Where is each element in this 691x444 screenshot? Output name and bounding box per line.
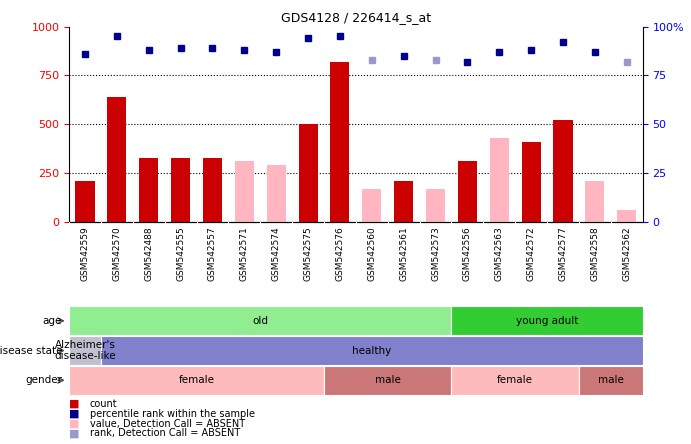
Text: old: old (252, 316, 268, 326)
Text: GSM542559: GSM542559 (81, 226, 90, 281)
Bar (579, 366, 643, 395)
Text: GSM542572: GSM542572 (527, 226, 536, 281)
Text: female: female (178, 375, 214, 385)
Text: GSM542556: GSM542556 (463, 226, 472, 281)
Text: GSM542558: GSM542558 (590, 226, 599, 281)
Bar (617, 210, 636, 222)
Bar (451, 306, 643, 335)
Bar (522, 142, 540, 222)
Text: GSM542571: GSM542571 (240, 226, 249, 281)
Bar (171, 158, 190, 222)
Bar (362, 189, 381, 222)
Text: disease state: disease state (0, 345, 62, 356)
Bar (203, 158, 222, 222)
Text: GSM542555: GSM542555 (176, 226, 185, 281)
Text: GSM542561: GSM542561 (399, 226, 408, 281)
Text: percentile rank within the sample: percentile rank within the sample (90, 409, 255, 419)
Text: female: female (498, 375, 533, 385)
Text: GSM542562: GSM542562 (622, 226, 631, 281)
Text: GSM542563: GSM542563 (495, 226, 504, 281)
Text: ■: ■ (69, 428, 79, 438)
Text: GSM542577: GSM542577 (558, 226, 567, 281)
Bar (69, 336, 101, 365)
Text: ■: ■ (69, 419, 79, 428)
Text: gender: gender (25, 375, 62, 385)
Text: value, Detection Call = ABSENT: value, Detection Call = ABSENT (90, 419, 245, 428)
Text: rank, Detection Call = ABSENT: rank, Detection Call = ABSENT (90, 428, 240, 438)
Text: GSM542576: GSM542576 (335, 226, 344, 281)
Text: age: age (43, 316, 62, 326)
Bar (394, 181, 413, 222)
Bar (490, 138, 509, 222)
Bar (553, 120, 573, 222)
Text: GSM542573: GSM542573 (431, 226, 440, 281)
Bar (330, 62, 350, 222)
Text: young adult: young adult (516, 316, 578, 326)
Text: GSM542574: GSM542574 (272, 226, 281, 281)
Bar (69, 366, 324, 395)
Text: count: count (90, 399, 117, 409)
Bar (585, 181, 605, 222)
Bar (69, 306, 451, 335)
Bar (75, 181, 95, 222)
Bar (235, 162, 254, 222)
Bar (458, 162, 477, 222)
Text: healthy: healthy (352, 345, 391, 356)
Text: GSM542488: GSM542488 (144, 226, 153, 281)
Bar (426, 189, 445, 222)
Text: GSM542575: GSM542575 (303, 226, 312, 281)
Text: GSM542557: GSM542557 (208, 226, 217, 281)
Bar (451, 366, 579, 395)
Bar (324, 366, 451, 395)
Title: GDS4128 / 226414_s_at: GDS4128 / 226414_s_at (281, 11, 431, 24)
Text: ■: ■ (69, 399, 79, 409)
Text: GSM542570: GSM542570 (113, 226, 122, 281)
Text: ■: ■ (69, 409, 79, 419)
Text: Alzheimer's
disease-like: Alzheimer's disease-like (54, 340, 116, 361)
Text: male: male (598, 375, 624, 385)
Bar (107, 97, 126, 222)
Bar (267, 165, 286, 222)
Text: male: male (375, 375, 401, 385)
Bar (139, 158, 158, 222)
Bar (299, 124, 318, 222)
Text: GSM542560: GSM542560 (368, 226, 377, 281)
